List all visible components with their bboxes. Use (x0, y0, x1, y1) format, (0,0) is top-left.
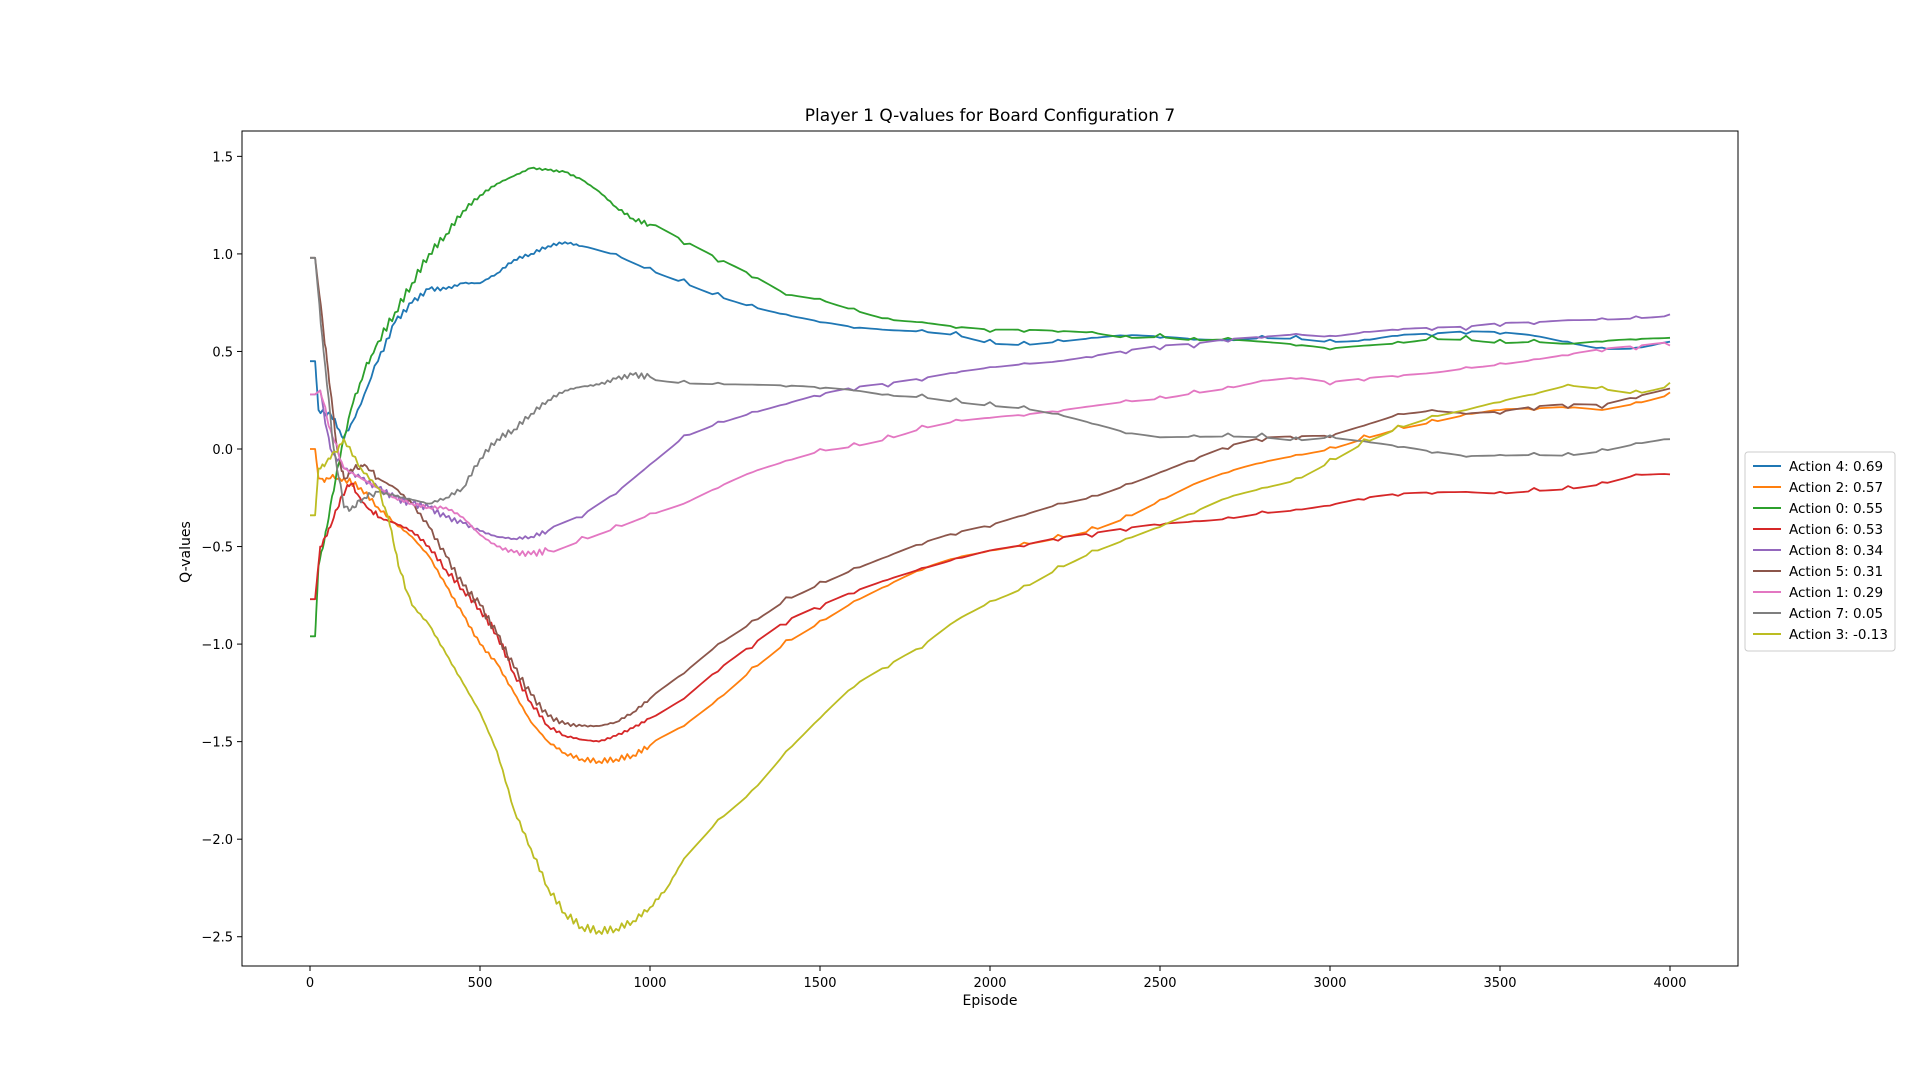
series-line-7 (310, 256, 1671, 512)
tick-layer: 0 500 1000 1500 2000 2500 3000 3500 4000 −2.5 −2.0… (201, 150, 1686, 991)
legend-entry: Action 6: 0.53 (1789, 522, 1883, 538)
series-line-6 (310, 341, 1671, 557)
x-tick-label: 2000 (973, 976, 1006, 991)
y-tick-label: 0.0 (212, 443, 233, 458)
legend-box (1744, 451, 1896, 652)
x-tick-label: 1500 (803, 976, 836, 991)
y-tick-label: −0.5 (201, 541, 233, 556)
y-tick-label: −1.0 (201, 638, 233, 653)
series-line-5 (310, 256, 1671, 728)
series-layer (310, 166, 1671, 935)
series-line-3 (310, 473, 1671, 743)
series-line-8 (310, 382, 1671, 935)
y-tick-label: −2.0 (201, 833, 233, 848)
legend: Action 4: 0.69 Action 2: 0.57 Action 0: 0.… (1744, 451, 1896, 652)
x-tick-label: 0 (306, 976, 314, 991)
x-tick-label: 2500 (1143, 976, 1176, 991)
legend-entry: Action 2: 0.57 (1789, 480, 1883, 496)
x-tick-label: 1000 (633, 976, 666, 991)
series-line-1 (310, 391, 1671, 765)
legend-entry: Action 1: 0.29 (1789, 585, 1883, 601)
legend-entry: Action 4: 0.69 (1789, 459, 1883, 475)
x-tick-label: 500 (468, 976, 493, 991)
legend-entry: Action 5: 0.31 (1789, 564, 1883, 580)
y-tick-label: −2.5 (201, 931, 233, 946)
y-tick-label: 1.5 (212, 150, 233, 165)
legend-entry: Action 0: 0.55 (1789, 501, 1883, 517)
y-tick-label: 1.0 (212, 248, 233, 263)
x-tick-label: 3500 (1483, 976, 1516, 991)
plot-frame (241, 130, 1739, 967)
series-line-2 (310, 166, 1671, 638)
x-tick-label: 3000 (1313, 976, 1346, 991)
y-axis-label: Q-values (178, 521, 194, 583)
y-tick-label: −1.5 (201, 736, 233, 751)
x-axis-label: Episode (963, 993, 1018, 1009)
legend-entry: Action 3: -0.13 (1789, 627, 1888, 643)
chart-title: Player 1 Q-values for Board Configuratio… (805, 106, 1175, 126)
x-tick-label: 4000 (1653, 976, 1686, 991)
y-tick-label: 0.5 (212, 345, 233, 360)
series-line-0 (310, 241, 1671, 441)
legend-entry: Action 8: 0.34 (1789, 543, 1883, 559)
legend-entry: Action 7: 0.05 (1789, 606, 1883, 622)
